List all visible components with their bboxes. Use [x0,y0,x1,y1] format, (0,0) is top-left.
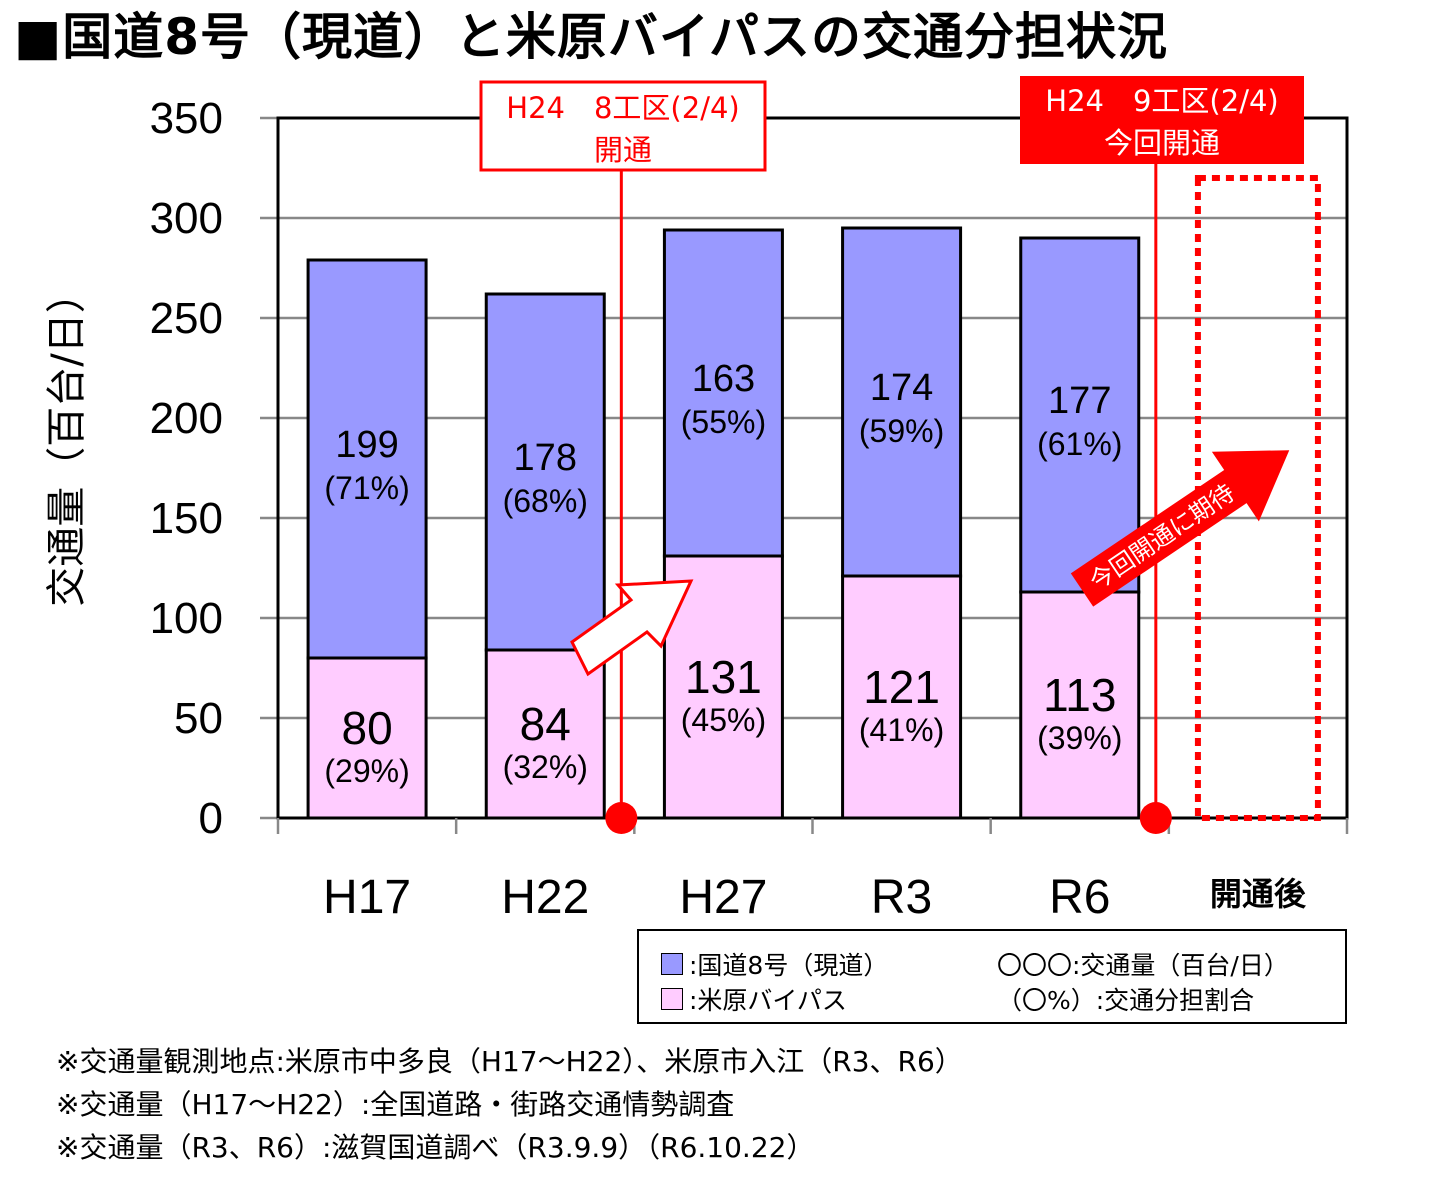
footnote-3: ※交通量（R3、R6）:滋賀国道調べ（R3.9.9）（R6.10.22） [56,1131,815,1164]
bar-labels: 80(29%) 199 (71%) 84(32%) 178 (68%) 131(45%) 16… [324,358,1122,789]
legend-note-volume-text: 〇〇〇:交通量（百台/日） [997,951,1289,980]
data-label-current-road-H17: 199 [335,424,398,466]
axes: 0 50 100 150 200 250 300 350 H17 H22 H27 R3 R6 開通後 交通量… [44,94,1349,924]
legend-swatch-current-road [661,953,683,975]
data-label-current-road-R6: 177 [1048,380,1111,422]
y-axis-label: 交通量（百台/日） [44,273,90,606]
data-label-bypass-H17: 80 [341,702,392,754]
share-label-current-road-H22: (68%) [503,483,588,519]
y-tick-label: 150 [150,494,223,543]
legend-swatch-bypass [661,988,683,1010]
data-label-current-road-H27: 163 [692,358,755,400]
data-label-bypass-H27: 131 [685,651,762,703]
bar-current-road-H27 [662,228,784,558]
share-label-bypass-H17: (29%) [324,753,409,789]
expectation-arrow-shape [1070,450,1290,607]
data-label-bypass-R3: 121 [863,661,940,713]
x-tick-label-3: R3 [871,871,932,924]
legend-item-current-road: :国道8号（現道） [661,946,888,982]
share-label-current-road-R3: (59%) [859,413,944,449]
y-tick-label: 250 [150,294,223,343]
annotation-box-9 [1020,76,1304,164]
bar-bypass-R6 [1019,590,1141,820]
share-label-bypass-R3: (41%) [859,712,944,748]
legend-note-share-text: （〇%）:交通分担割合 [997,986,1255,1015]
y-tick-label: 100 [150,594,223,643]
bar-current-road-H22 [484,292,606,652]
legend-item-bypass: :米原バイパス [661,981,847,1017]
share-label-current-road-H17: (71%) [324,470,409,506]
share-label-current-road-R6: (61%) [1037,426,1122,462]
share-label-bypass-R6: (39%) [1037,720,1122,756]
data-label-current-road-H22: 178 [514,437,577,479]
bar-current-road-R3 [841,226,963,578]
annotation-box-9-line1: H24 9工区(2/4) [1045,84,1278,118]
legend-label-current-road: :国道8号（現道） [689,951,889,980]
footnotes: ※交通量観測地点:米原市中多良（H17～H22）、米原市入江（R3、R6） ※交… [56,1040,963,1169]
page-title: ■国道8号（現道）と米原バイパスの交通分担状況 [14,8,1169,66]
x-tick-label-4: R6 [1049,871,1110,924]
legend: :国道8号（現道） :米原バイパス 〇〇〇:交通量（百台/日） （〇%）:交通分… [637,929,1347,1024]
bar-bypass-R3 [841,574,963,820]
bar-current-road-R6 [1019,236,1141,594]
opening-dot-8 [605,802,638,834]
annotation-box-9-line2: 今回開通 [1104,126,1220,160]
bar-bypass-H27 [662,554,784,820]
opening-dot-9 [1139,802,1172,834]
share-label-bypass-H27: (45%) [681,702,766,738]
y-tick-label: 50 [174,694,223,743]
annotation-box-8-line1: H24 8工区(2/4) [506,91,739,125]
y-tick-label: 300 [150,194,223,243]
x-tick-label-2: H27 [679,871,767,924]
footnote-1: ※交通量観測地点:米原市中多良（H17～H22）、米原市入江（R3、R6） [56,1045,963,1078]
data-label-bypass-R6: 113 [1043,669,1116,721]
y-tick-label: 350 [150,94,223,143]
gridlines [278,116,1347,720]
plot-frame [276,116,1349,820]
annotation-box-8 [479,80,767,172]
bar-current-road-H17 [306,258,428,660]
annotation-box-8-line2: 開通 [594,133,652,167]
y-tick-label: 0 [199,794,223,843]
y-tick-label: 200 [150,394,223,443]
future-bar-placeholder [1194,175,1321,821]
legend-note-volume: 〇〇〇:交通量（百台/日） [997,946,1289,982]
share-label-current-road-H27: (55%) [681,404,766,440]
data-label-current-road-R3: 174 [870,367,933,409]
legend-label-bypass: :米原バイパス [689,986,847,1015]
data-label-bypass-H22: 84 [520,698,571,750]
share-label-bypass-H22: (32%) [503,749,588,785]
legend-note-share: （〇%）:交通分担割合 [997,981,1254,1017]
increase-arrow [570,579,694,677]
footnote-2: ※交通量（H17～H22）:全国道路・街路交通情勢調査 [56,1088,735,1121]
x-tick-label-5: 開通後 [1210,875,1307,913]
x-tick-label-0: H17 [323,871,411,924]
x-tick-label-1: H22 [501,871,589,924]
